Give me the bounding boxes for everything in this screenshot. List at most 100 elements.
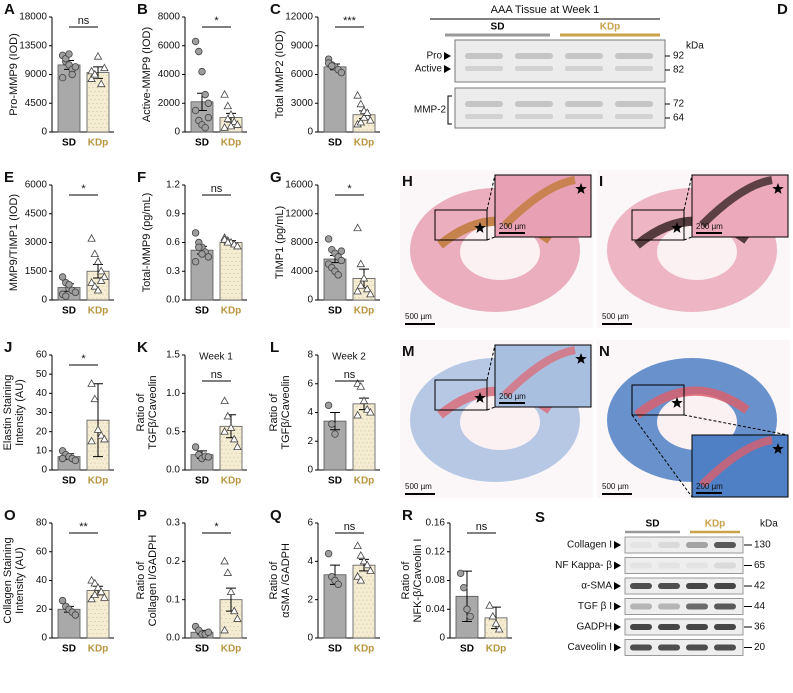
band: [658, 644, 680, 651]
data-point: [460, 583, 468, 592]
bar-texture: [94, 115, 96, 117]
bar-texture: [237, 626, 239, 628]
data-point: [65, 280, 73, 289]
data-point: [226, 423, 236, 431]
bar-texture: [88, 289, 90, 291]
bar-texture: [221, 257, 223, 258]
bar-texture: [102, 454, 104, 456]
bar-texture: [225, 289, 227, 290]
data-point: [100, 593, 109, 601]
bar-texture: [368, 284, 370, 286]
band: [630, 624, 652, 630]
bar-texture: [233, 265, 235, 266]
y-tick-label: 0: [174, 127, 180, 138]
data-point: [362, 560, 372, 569]
bar-texture: [233, 634, 235, 636]
bar-texture: [223, 261, 225, 262]
y-axis-label-line: Ratio of: [135, 561, 147, 600]
bar-texture: [366, 442, 368, 444]
y-tick-label: 1.5: [166, 350, 180, 361]
y-tick-label: 40: [36, 388, 48, 399]
bar-texture: [90, 123, 92, 125]
bar-texture: [490, 624, 492, 626]
bar-texture: [358, 280, 360, 282]
data-point: [362, 284, 372, 293]
data-point: [87, 234, 96, 242]
band: [565, 66, 603, 71]
bar-texture: [239, 285, 241, 286]
data-point: [233, 241, 242, 250]
y-axis-label-line: Ratio of: [135, 393, 147, 432]
y-axis-label-line: Ratio of: [400, 561, 412, 600]
bar-texture: [364, 611, 366, 613]
data-point: [353, 223, 362, 232]
data-point: [198, 67, 206, 76]
band: [658, 583, 680, 589]
bar-texture: [221, 448, 223, 450]
bar-texture: [98, 91, 100, 93]
bar-texture: [90, 99, 92, 101]
bar-texture: [362, 450, 364, 452]
bar-texture: [372, 462, 374, 464]
data-point: [359, 556, 369, 565]
bar-texture: [356, 611, 358, 613]
y-axis-label: Pro-MMP9 (IOD): [8, 33, 20, 116]
bar-texture: [362, 631, 364, 633]
bar-texture: [100, 103, 102, 105]
bar-texture: [370, 623, 372, 625]
scale-label: 500 µm: [405, 482, 432, 491]
bar-texture: [370, 575, 372, 577]
bar-texture: [96, 442, 98, 444]
bar-texture: [96, 633, 98, 635]
band: [615, 114, 653, 119]
data-point: [356, 550, 366, 559]
bar-texture: [354, 121, 356, 123]
bar-texture: [88, 450, 90, 452]
bar-texture: [229, 464, 231, 466]
band: [615, 66, 653, 71]
bar-texture: [100, 601, 102, 603]
blot: [624, 618, 744, 636]
band: [615, 101, 653, 107]
roi-box: [631, 209, 685, 241]
data-point: [223, 237, 233, 246]
bar-texture: [362, 434, 364, 436]
bar-texture: [364, 579, 366, 581]
bar-texture: [106, 629, 108, 631]
data-point: [226, 587, 236, 595]
bar-texture: [354, 466, 356, 468]
bar-texture: [88, 625, 90, 627]
inset: [691, 174, 789, 238]
band: [630, 542, 652, 548]
bar-texture: [500, 636, 502, 638]
bar-texture: [372, 595, 374, 597]
bar-texture: [239, 253, 241, 254]
bar-texture: [239, 460, 241, 462]
bar-texture: [370, 434, 372, 436]
bar-texture: [221, 265, 223, 266]
band: [658, 562, 680, 569]
data-point: [220, 427, 229, 435]
y-axis-label-line: NFK-β/Caveolin I: [412, 539, 424, 623]
bar-texture: [364, 414, 366, 416]
bar-texture: [372, 292, 374, 294]
data-point: [226, 121, 236, 130]
bar-texture: [100, 119, 102, 121]
x-tick-label: KDp: [88, 476, 109, 487]
data-point: [353, 572, 362, 580]
inset-scale: 200 µm: [696, 482, 723, 491]
bar-texture: [96, 609, 98, 611]
data-point: [334, 580, 342, 589]
bar-texture: [368, 422, 370, 424]
bar-texture: [106, 115, 108, 117]
lumen: [657, 224, 737, 280]
bar-texture: [360, 571, 362, 573]
bar-texture: [364, 595, 366, 597]
bar-texture: [100, 617, 102, 619]
significance-label: *: [347, 183, 352, 195]
bar-texture: [368, 438, 370, 440]
bar-texture: [235, 606, 237, 608]
bar-texture: [358, 458, 360, 460]
blot: [624, 577, 744, 595]
